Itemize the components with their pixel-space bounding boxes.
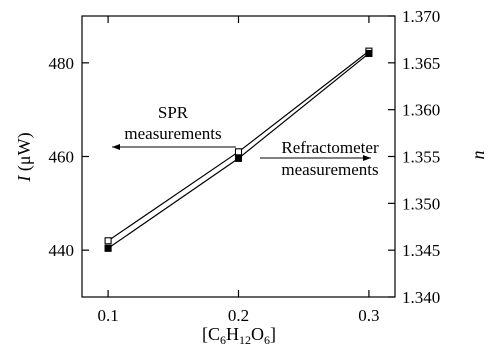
y2-tick-label: 1.340 <box>402 288 440 307</box>
x-axis-title-part: [C <box>202 324 220 344</box>
annotation-refractometer-line1: Refractometer <box>281 138 379 157</box>
data-point-filled <box>234 154 243 162</box>
annotation-spr-line1: SPR <box>158 103 189 122</box>
series-markers <box>104 47 373 252</box>
y2-tick-label: 1.350 <box>402 194 440 213</box>
x-axis-title-part: O <box>251 324 264 344</box>
refractometer-arrow-head <box>363 155 371 161</box>
x-axis-title-subscript: 12 <box>239 333 251 347</box>
x-axis-title-part: ] <box>270 324 276 344</box>
x-axis-title-part: H <box>226 324 239 344</box>
data-point-filled <box>104 244 112 252</box>
x-axis-title: [C6H12O6] <box>202 324 276 347</box>
data-point-filled <box>365 49 373 58</box>
x-axis-title-subscript: 6 <box>264 333 270 347</box>
annotation-arrows <box>112 144 371 161</box>
x-tick-label: 0.1 <box>97 306 118 325</box>
x-axis-title-subscript: 6 <box>220 333 226 347</box>
y-axis-title-unit: (μW) <box>14 132 35 175</box>
x-tick-label: 0.2 <box>228 306 249 325</box>
y-axis-title-symbol: I <box>14 175 34 183</box>
spr-arrow-head <box>112 144 120 150</box>
y2-tick-label: 1.345 <box>402 241 440 260</box>
data-point-open <box>104 237 112 245</box>
y-tick-label: 440 <box>49 241 75 260</box>
y-tick-label: 480 <box>49 54 75 73</box>
y2-tick-label: 1.355 <box>402 148 440 167</box>
y-tick-label: 460 <box>49 148 75 167</box>
y-axis-title: I (μW) <box>14 132 35 182</box>
y2-tick-label: 1.365 <box>402 54 440 73</box>
y2-axis-title: n <box>468 151 488 160</box>
data-point-open <box>234 148 243 156</box>
axis-ticks: 0.1 0.2 0.3 440 460 480 1.340 1.345 1.350 1.355 1.… <box>49 7 441 325</box>
y2-tick-label: 1.370 <box>402 7 440 26</box>
annotation-spr-line2: measurements <box>124 124 221 143</box>
annotation-refractometer-line2: measurements <box>281 160 378 179</box>
x-tick-label: 0.3 <box>358 306 379 325</box>
y2-tick-label: 1.360 <box>402 101 440 120</box>
